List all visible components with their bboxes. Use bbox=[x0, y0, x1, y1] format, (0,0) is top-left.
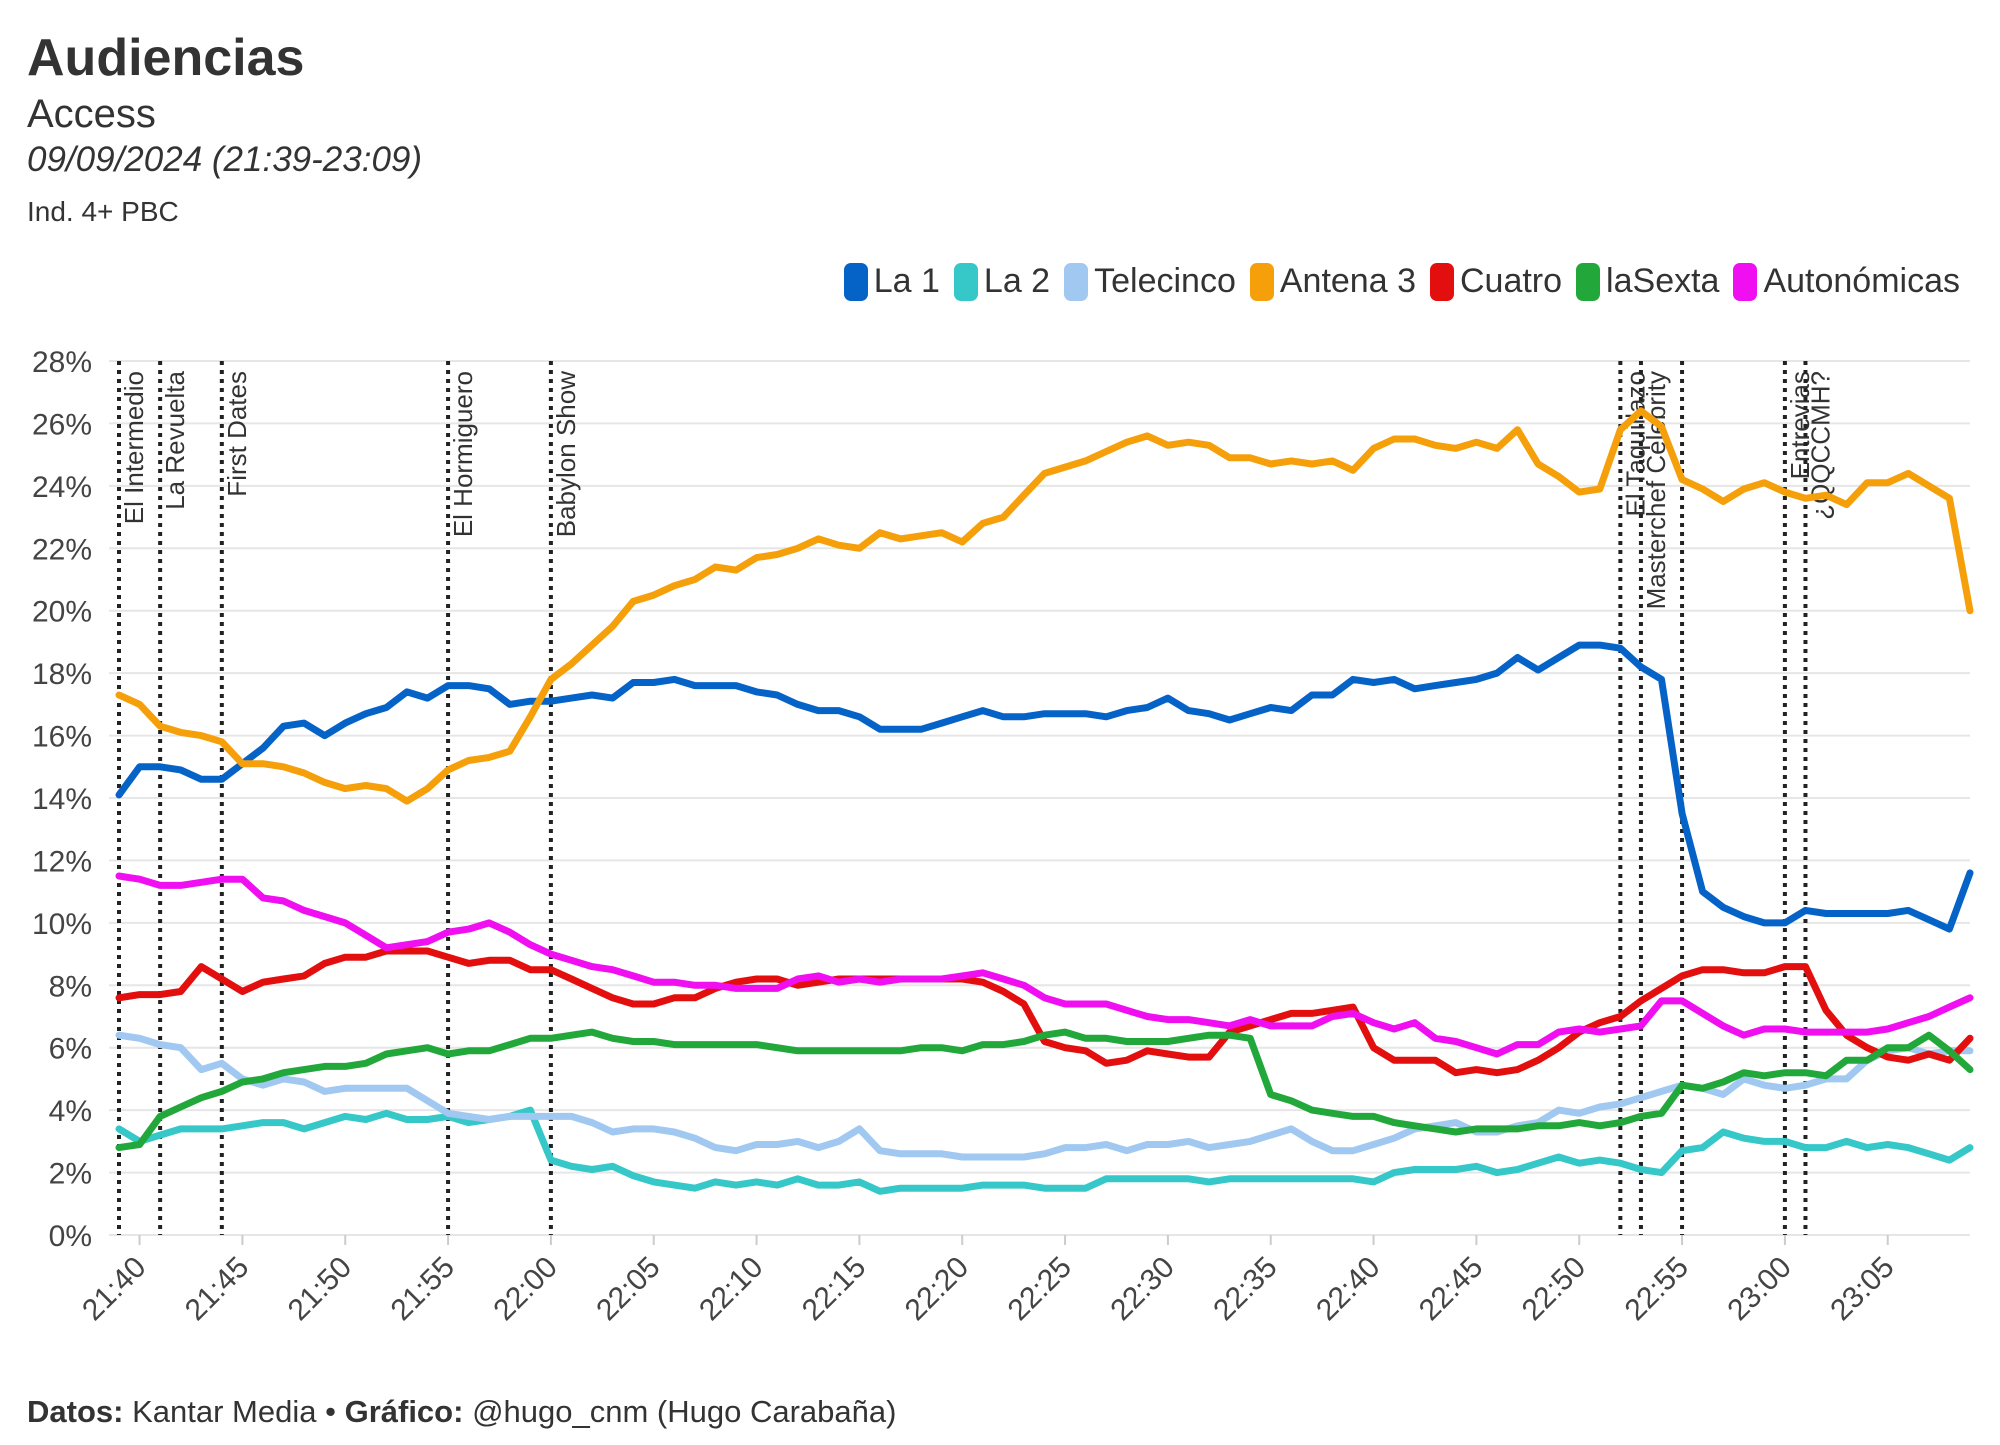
x-tick-label: 22:30 bbox=[1104, 1251, 1180, 1327]
legend-swatch bbox=[843, 262, 868, 301]
x-tick-label: 22:10 bbox=[693, 1251, 769, 1327]
x-tick-label: 22:40 bbox=[1310, 1251, 1386, 1327]
program-marker-label: El Intermedio bbox=[119, 371, 149, 524]
audience-target: Ind. 4+ PBC bbox=[27, 196, 179, 227]
y-tick-label: 22% bbox=[32, 533, 92, 566]
y-tick-label: 24% bbox=[32, 471, 92, 504]
legend-swatch bbox=[953, 262, 978, 301]
y-tick-label: 2% bbox=[49, 1158, 92, 1191]
legend-item[interactable]: laSexta bbox=[1576, 262, 1719, 301]
legend-swatch bbox=[1429, 262, 1454, 301]
annotations: El Intermedio La Revuelta First Dates El Ho… bbox=[117, 361, 1835, 1235]
y-tick-label: 6% bbox=[49, 1033, 92, 1066]
program-marker-label: El Taquillazo bbox=[1620, 371, 1650, 517]
series-line-lasexta bbox=[115, 1028, 1974, 1152]
x-tick-label: 21:50 bbox=[282, 1251, 358, 1327]
x-tick-label: 21:40 bbox=[76, 1251, 152, 1327]
x-tick-label: 22:20 bbox=[899, 1251, 975, 1327]
y-tick-label: 10% bbox=[32, 908, 92, 941]
legend-label: Autonómicas bbox=[1763, 262, 1960, 300]
footer-credits: Datos: Kantar Media • Gráfico: @hugo_cnm… bbox=[27, 1394, 896, 1430]
program-marker-label: La Revuelta bbox=[160, 370, 190, 509]
series-line-la-1 bbox=[115, 641, 1974, 933]
series-line-cuatro bbox=[115, 947, 1974, 1077]
y-tick-label: 14% bbox=[32, 783, 92, 816]
x-tick-label: 22:55 bbox=[1619, 1251, 1695, 1327]
x-tick-label: 22:00 bbox=[487, 1251, 563, 1327]
footer-chart-author: @hugo_cnm (Hugo Carabaña) bbox=[472, 1394, 897, 1429]
program-marker-label: Entrevias bbox=[1785, 371, 1815, 479]
legend-label: La 2 bbox=[983, 262, 1051, 300]
x-tick-label: 22:15 bbox=[796, 1251, 872, 1327]
x-tick-label: 22:45 bbox=[1413, 1251, 1489, 1327]
chart-date-range: 09/09/2024 (21:39-23:09) bbox=[27, 140, 423, 179]
y-tick-label: 12% bbox=[32, 845, 92, 878]
footer-data-source: Kantar Media bbox=[132, 1394, 317, 1429]
program-marker-label: Masterchef Celebrity bbox=[1641, 371, 1671, 609]
series-line-telecinco bbox=[115, 1031, 1974, 1161]
legend-swatch bbox=[1064, 262, 1089, 301]
legend-item[interactable]: La 1 bbox=[843, 262, 940, 301]
legend-item[interactable]: Autonómicas bbox=[1733, 262, 1960, 301]
legend-label: Telecinco bbox=[1094, 262, 1236, 300]
y-tick-label: 20% bbox=[32, 596, 92, 629]
x-tick-label: 22:25 bbox=[1002, 1251, 1078, 1327]
y-tick-label: 16% bbox=[32, 721, 92, 754]
y-tick-label: 4% bbox=[49, 1095, 92, 1128]
gridlines bbox=[109, 360, 1970, 1236]
chart-subtitle: Access bbox=[27, 92, 156, 136]
x-tick-label: 22:35 bbox=[1207, 1251, 1283, 1327]
x-tick-label: 23:05 bbox=[1824, 1251, 1900, 1327]
x-tick-label: 23:00 bbox=[1721, 1251, 1797, 1327]
legend-label: La 1 bbox=[873, 262, 940, 300]
program-marker-label: El Hormiguero bbox=[448, 371, 478, 537]
series-lines bbox=[115, 407, 1974, 1195]
x-tick-label: 21:55 bbox=[385, 1251, 461, 1327]
legend-swatch bbox=[1249, 262, 1274, 301]
y-tick-label: 28% bbox=[32, 346, 92, 379]
series-line-antena-3 bbox=[115, 407, 1974, 805]
series-line-autonómicas bbox=[115, 872, 1974, 1058]
legend-item[interactable]: La 2 bbox=[953, 262, 1051, 301]
legend-label: laSexta bbox=[1606, 262, 1720, 300]
legend-item[interactable]: Telecinco bbox=[1064, 262, 1236, 301]
y-tick-label: 26% bbox=[32, 408, 92, 441]
footer-data-label: Datos: bbox=[27, 1394, 124, 1429]
footer-chart-label: Gráfico: bbox=[344, 1394, 464, 1429]
legend-item[interactable]: Cuatro bbox=[1429, 262, 1563, 301]
y-tick-label: 18% bbox=[32, 658, 92, 691]
legend-item[interactable]: Antena 3 bbox=[1249, 262, 1416, 301]
footer-separator: • bbox=[325, 1394, 336, 1429]
legend-label: Antena 3 bbox=[1279, 262, 1416, 300]
legend: La 1 La 2 Telecinco Antena 3 Cuatro laSexta Au… bbox=[830, 262, 1960, 301]
x-axis: 21:40 21:45 21:50 21:55 22:00 22:05 22:10 22:15… bbox=[76, 1235, 1901, 1327]
x-tick-label: 22:50 bbox=[1516, 1251, 1592, 1327]
x-tick-label: 22:05 bbox=[590, 1251, 666, 1327]
program-marker-label: Babylon Show bbox=[551, 371, 581, 537]
program-marker-label: First Dates bbox=[222, 371, 252, 497]
y-axis: 0% 2% 4% 6% 8% 10% 12% 14% 16% 18% 20% 22% 24% 26% 28% bbox=[32, 346, 92, 1253]
y-tick-label: 0% bbox=[49, 1220, 92, 1253]
legend-swatch bbox=[1733, 262, 1758, 301]
chart-title: Audiencias bbox=[27, 29, 305, 87]
y-tick-label: 8% bbox=[49, 970, 92, 1003]
series-line-la-2 bbox=[115, 1106, 1974, 1195]
legend-swatch bbox=[1576, 262, 1601, 301]
legend-label: Cuatro bbox=[1459, 262, 1563, 300]
x-tick-label: 21:45 bbox=[179, 1251, 255, 1327]
